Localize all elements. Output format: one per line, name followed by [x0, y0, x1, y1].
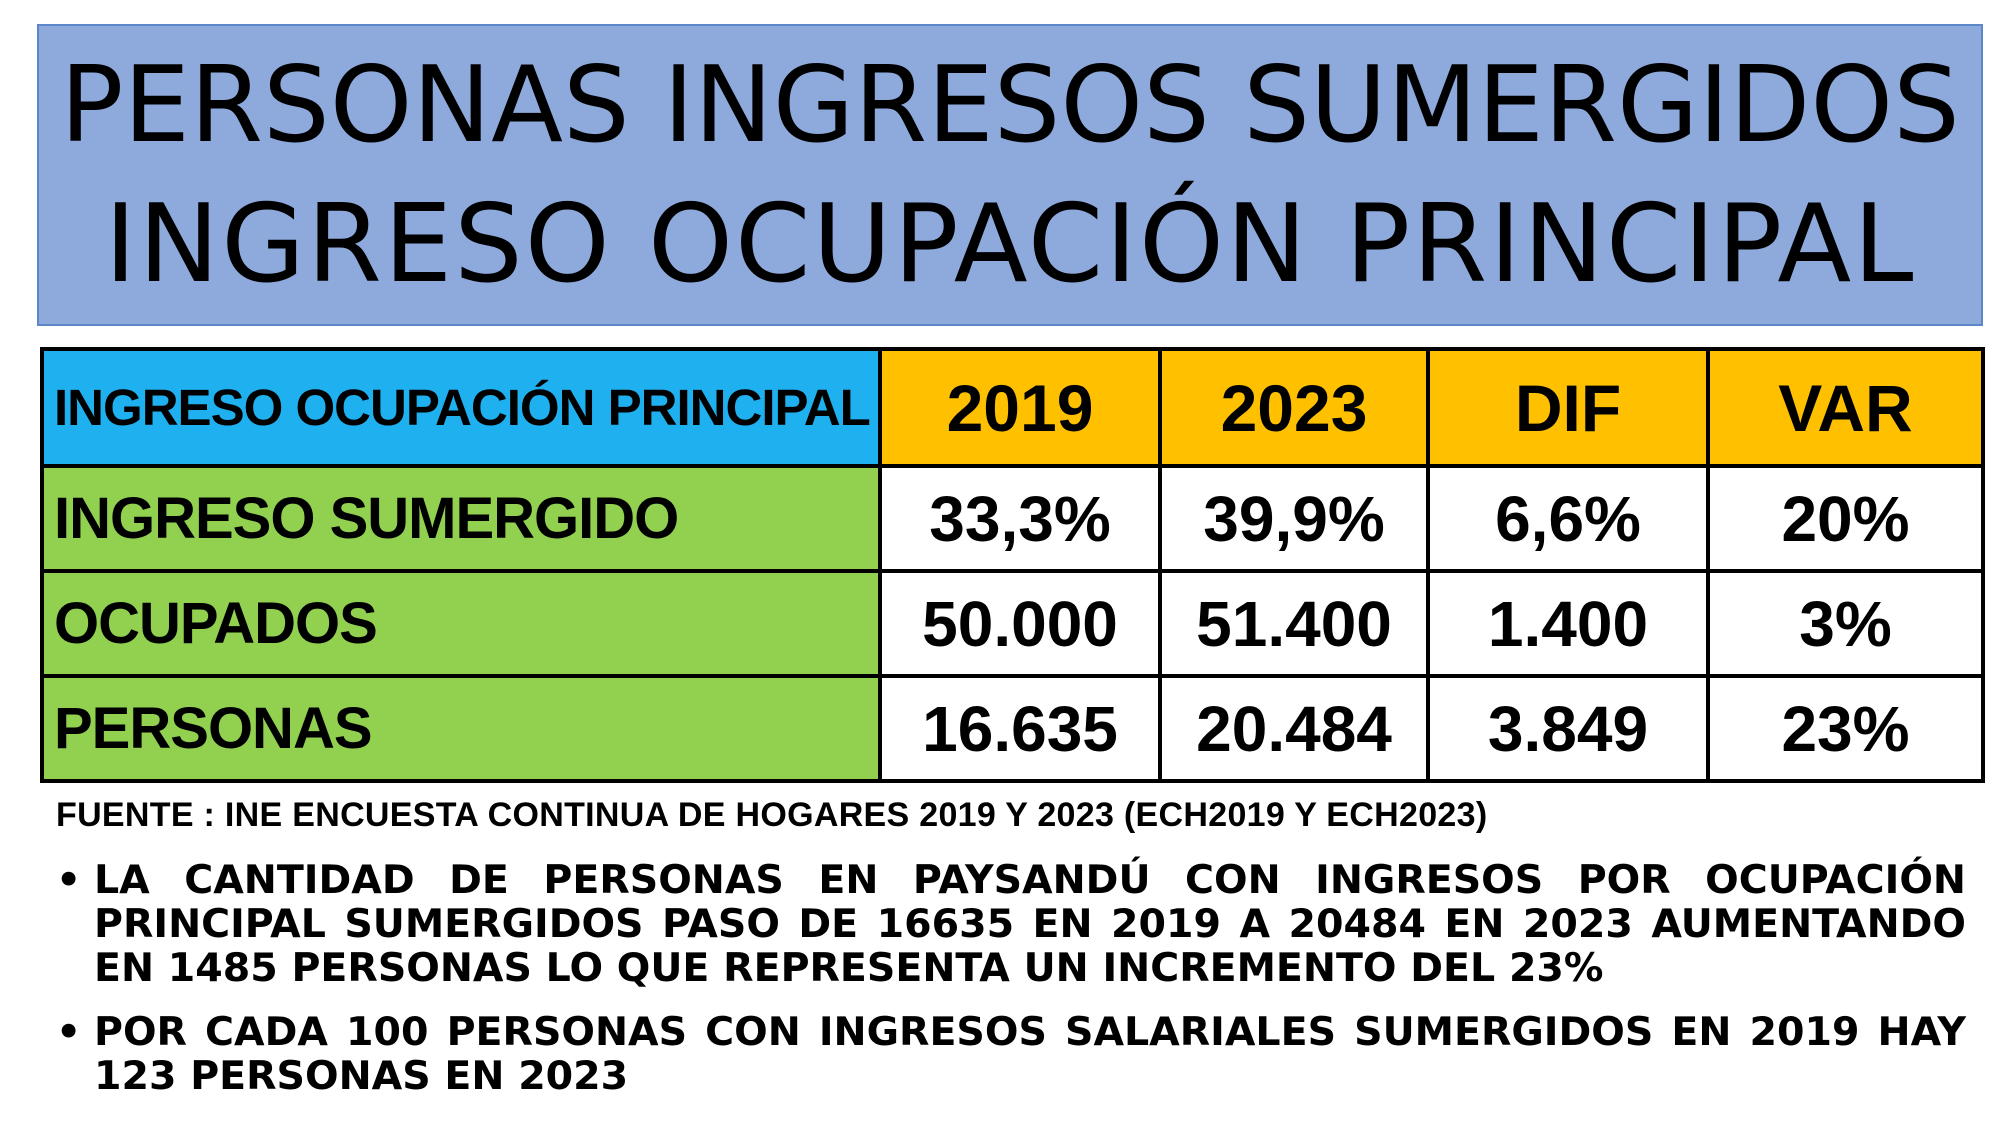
header-var: VAR — [1706, 347, 1985, 468]
page-title-line-2: INGRESO OCUPACIÓN PRINCIPAL — [104, 182, 1916, 307]
cell-2019: 16.635 — [878, 674, 1162, 783]
bullet-dot-icon: • — [56, 1009, 82, 1055]
table-row: INGRESO SUMERGIDO 33,3% 39,9% 6,6% 20% — [40, 464, 1985, 573]
table-row: PERSONAS 16.635 20.484 3.849 23% — [40, 674, 1985, 783]
cell-var: 3% — [1706, 569, 1985, 678]
row-label-personas: PERSONAS — [40, 674, 882, 783]
table-row: OCUPADOS 50.000 51.400 1.400 3% — [40, 569, 1985, 678]
title-banner: PERSONAS INGRESOS SUMERGIDOS INGRESO OCU… — [37, 24, 1983, 326]
cell-2023: 39,9% — [1158, 464, 1430, 573]
cell-var: 23% — [1706, 674, 1985, 783]
bullet-text: LA CANTIDAD DE PERSONAS EN PAYSANDÚ CON … — [94, 857, 1966, 991]
cell-2019: 50.000 — [878, 569, 1162, 678]
row-label-ocupados: OCUPADOS — [40, 569, 882, 678]
bullet-text: POR CADA 100 PERSONAS CON INGRESOS SALAR… — [94, 1009, 1966, 1099]
header-2019: 2019 — [878, 347, 1162, 468]
header-label-cell: INGRESO OCUPACIÓN PRINCIPAL — [40, 347, 882, 468]
bullet-list: • LA CANTIDAD DE PERSONAS EN PAYSANDÚ CO… — [56, 858, 1966, 1118]
page-title-line-1: PERSONAS INGRESOS SUMERGIDOS — [60, 43, 1960, 166]
table-header-row: INGRESO OCUPACIÓN PRINCIPAL 2019 2023 DI… — [40, 347, 1985, 468]
cell-var: 20% — [1706, 464, 1985, 573]
list-item: • LA CANTIDAD DE PERSONAS EN PAYSANDÚ CO… — [56, 858, 1966, 990]
header-2023: 2023 — [1158, 347, 1430, 468]
row-label-ingreso-sumergido: INGRESO SUMERGIDO — [40, 464, 882, 573]
cell-2023: 51.400 — [1158, 569, 1430, 678]
cell-2019: 33,3% — [878, 464, 1162, 573]
cell-dif: 1.400 — [1426, 569, 1710, 678]
cell-dif: 3.849 — [1426, 674, 1710, 783]
list-item: • POR CADA 100 PERSONAS CON INGRESOS SAL… — [56, 1010, 1966, 1098]
header-dif: DIF — [1426, 347, 1710, 468]
cell-2023: 20.484 — [1158, 674, 1430, 783]
income-table: INGRESO OCUPACIÓN PRINCIPAL 2019 2023 DI… — [40, 347, 1985, 783]
cell-dif: 6,6% — [1426, 464, 1710, 573]
source-note: FUENTE : INE ENCUESTA CONTINUA DE HOGARE… — [56, 796, 1488, 834]
bullet-dot-icon: • — [56, 857, 82, 903]
